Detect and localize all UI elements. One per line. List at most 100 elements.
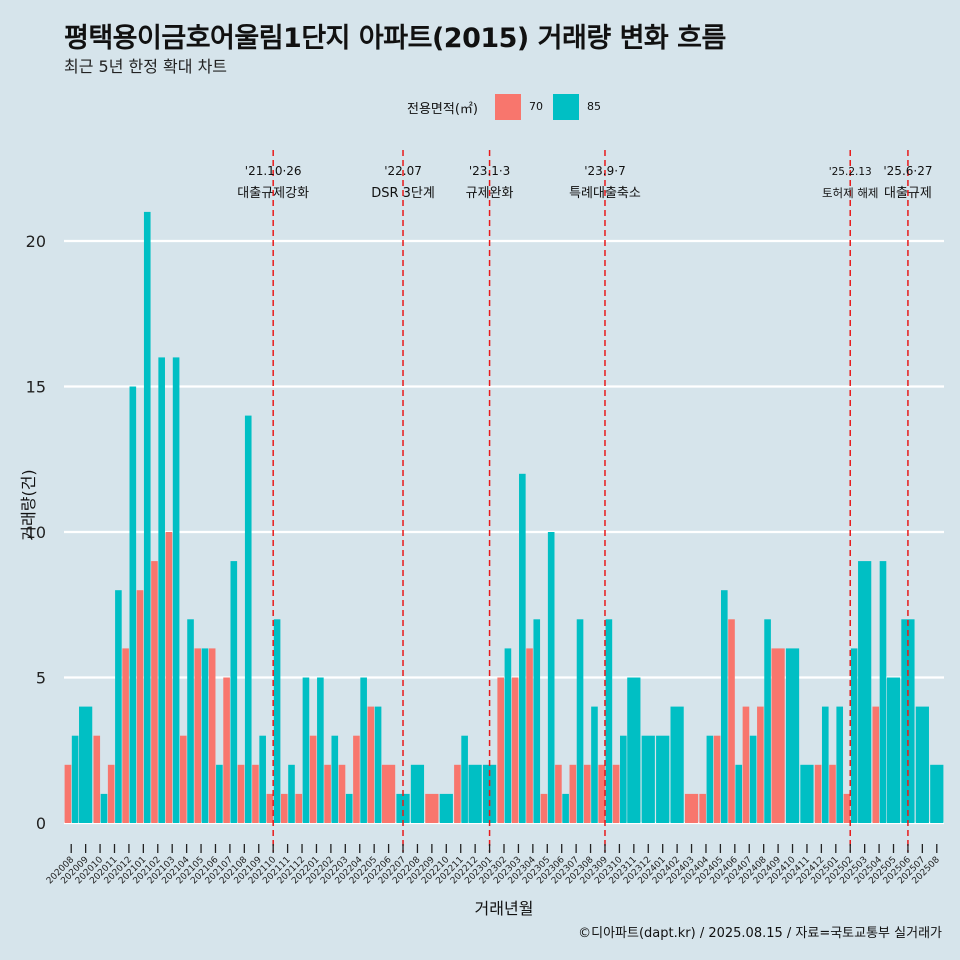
bar-85-202501 [836,706,844,823]
event-label-0: 대출규제강화 [237,186,309,201]
bar-70-202206 [381,764,396,823]
bar-70-202012 [122,648,129,823]
bar-70-202502 [843,793,851,823]
bar-85-202502 [850,648,858,823]
bar-70-202203 [338,764,346,823]
event-label-2: 규제완화 [466,186,514,201]
bar-85-202110 [273,619,281,823]
bar-70-202306 [555,764,562,823]
bar-85-202106 [216,764,223,823]
y-tick-label: 0 [36,814,46,833]
bar-70-202406 [728,619,735,823]
bar-85-202401 [656,735,670,823]
event-label-1: DSR 3단계 [371,186,435,201]
bar-85-202406 [735,764,743,823]
bar-70-202211 [454,764,461,823]
legend-key-85 [553,94,579,120]
bar-70-202409 [771,648,785,823]
bar-85-202212 [468,764,482,823]
legend: 전용면적(㎡) 70 85 [0,92,960,122]
bar-85-202408 [764,619,771,823]
chart-title: 평택용이금호어울림1단지 아파트(2015) 거래량 변화 흐름 [64,23,726,54]
x-axis-label: 거래년월 [475,899,534,918]
bar-85-202105 [201,648,209,823]
event-date-3: '23.9·7 [584,164,625,178]
event-date-5: '25.6·27 [883,164,932,178]
bar-85-202210 [439,793,453,823]
bar-85-202402 [670,706,684,823]
bar-85-202302 [504,648,512,823]
bar-70-202011 [107,764,115,823]
bar-70-202501 [829,764,836,823]
bar-85-202412 [821,706,829,823]
legend-title: 전용면적(㎡) [407,102,478,117]
bar-70-202307 [569,764,577,823]
bar-85-202304 [533,619,541,823]
bar-85-202201 [317,677,324,823]
bar-70-202403 [684,793,699,823]
bar-85-202310 [620,735,627,823]
event-label-3: 특례대출축소 [569,186,641,201]
event-label-4: 토허제 해제 [822,186,879,200]
bar-85-202507 [915,706,929,823]
bar-85-202211 [461,735,468,823]
event-date-4: '25.2.13 [829,166,872,178]
legend-label-85: 85 [587,100,601,113]
bar-85-202109 [259,735,266,823]
bar-85-202404 [706,735,714,823]
y-tick-label: 10 [26,523,46,542]
bar-70-202407 [742,706,750,823]
bar-70-202405 [713,735,721,823]
bar-70-202205 [367,706,375,823]
bar-85-202309 [605,619,613,823]
bar-85-202104 [187,619,194,823]
bar-85-202208 [410,764,425,823]
bar-70-202107 [223,677,230,823]
bar-85-202305 [547,532,555,823]
bar-85-202009 [79,706,93,823]
bar-70-202110 [266,793,274,823]
bar-70-202112 [295,793,303,823]
bar-85-202108 [244,415,252,823]
bar-85-202008 [71,735,79,823]
bar-85-202303 [519,473,526,823]
source-caption: ©디아파트(dapt.kr) / 2025.08.15 / 자료=국토교통부 실… [578,926,942,941]
bar-85-202411 [800,764,814,823]
bar-70-202201 [309,735,317,823]
bar-85-202107 [230,561,238,823]
bar-85-202405 [720,590,728,823]
bar-70-202304 [526,648,533,823]
bar-85-202207 [396,793,410,823]
bar-70-202111 [280,793,288,823]
bar-70-202101 [136,590,144,823]
event-label-5: 대출규제 [884,186,932,201]
y-tick-label: 20 [26,232,46,251]
bar-85-202505 [886,677,901,823]
bar-70-202109 [252,764,259,823]
bar-70-202204 [353,735,360,823]
bar-70-202309 [598,764,605,823]
bar-85-202407 [749,735,757,823]
bar-70-202010 [93,735,101,823]
bar-70-202308 [583,764,591,823]
bar-85-202010 [100,793,108,823]
bars [64,211,944,823]
bar-85-202011 [115,590,122,823]
bar-70-202504 [872,706,880,823]
bar-70-202310 [612,764,620,823]
bar-85-202101 [143,211,151,823]
bar-85-202204 [360,677,367,823]
bar-70-202108 [237,764,245,823]
bar-70-202202 [324,764,331,823]
legend-key-70 [495,94,521,120]
bar-70-202404 [699,793,706,823]
event-date-0: '21.10·26 [245,164,302,178]
bar-85-202503 [858,561,872,823]
chart-subtitle: 최근 5년 한정 확대 차트 [64,57,228,76]
bar-85-202103 [172,357,180,823]
bar-85-202307 [576,619,584,823]
bar-70-202305 [540,793,548,823]
axis-ticks: 2020082020092020102020112020122021012021… [45,844,942,886]
y-axis-label: 거래량(건) [19,469,38,540]
